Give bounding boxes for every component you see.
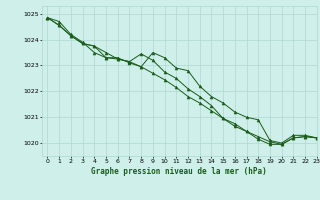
X-axis label: Graphe pression niveau de la mer (hPa): Graphe pression niveau de la mer (hPa) bbox=[91, 167, 267, 176]
